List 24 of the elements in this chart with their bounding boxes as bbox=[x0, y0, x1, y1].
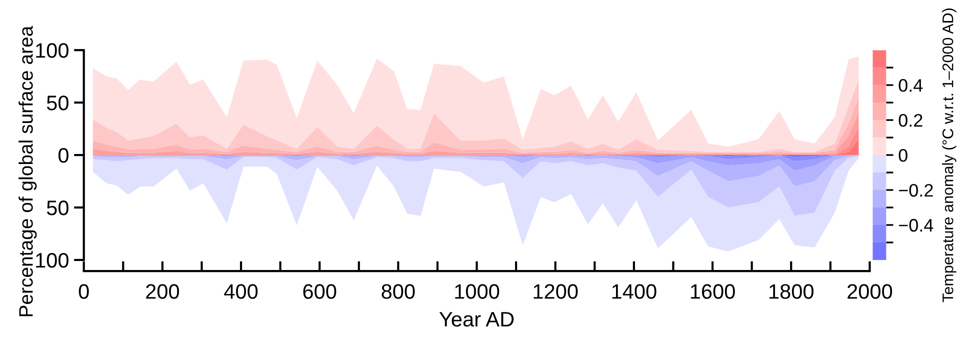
color-bar-label: 0 bbox=[898, 148, 908, 162]
y-tick-label: 50 bbox=[46, 200, 68, 216]
y-tick-label: 100 bbox=[36, 43, 68, 58]
y-axis-title: Percentage of global surface area bbox=[18, 26, 37, 316]
x-tick-label: 1600 bbox=[690, 284, 735, 299]
x-tick-label: 2000 bbox=[848, 284, 892, 299]
color-bar-label: −0.4 bbox=[898, 218, 934, 232]
x-tick-label: 1800 bbox=[770, 284, 814, 299]
y-tick-label: 100 bbox=[36, 252, 68, 268]
x-axis-title: Year AD bbox=[439, 312, 514, 327]
x-tick-label: 400 bbox=[224, 284, 258, 299]
x-tick-label: 1200 bbox=[534, 284, 578, 299]
x-tick-label: 200 bbox=[146, 284, 179, 299]
x-tick-label: 1400 bbox=[612, 284, 656, 299]
x-tick-label: 0 bbox=[78, 284, 89, 299]
x-tick-label: 600 bbox=[303, 284, 336, 299]
x-tick-label: 800 bbox=[382, 284, 415, 299]
y-tick-label: 0 bbox=[58, 148, 68, 163]
y-tick-label: 50 bbox=[46, 96, 68, 110]
x-tick-label: 1000 bbox=[455, 284, 500, 299]
color-bar-label: 0.4 bbox=[898, 79, 923, 92]
color-bar-title: Temperature anomaly (°C w.r.t. 1–2000 AD) bbox=[942, 8, 956, 302]
color-bar-label: −0.2 bbox=[898, 184, 933, 197]
color-bar-label: 0.2 bbox=[898, 114, 922, 127]
